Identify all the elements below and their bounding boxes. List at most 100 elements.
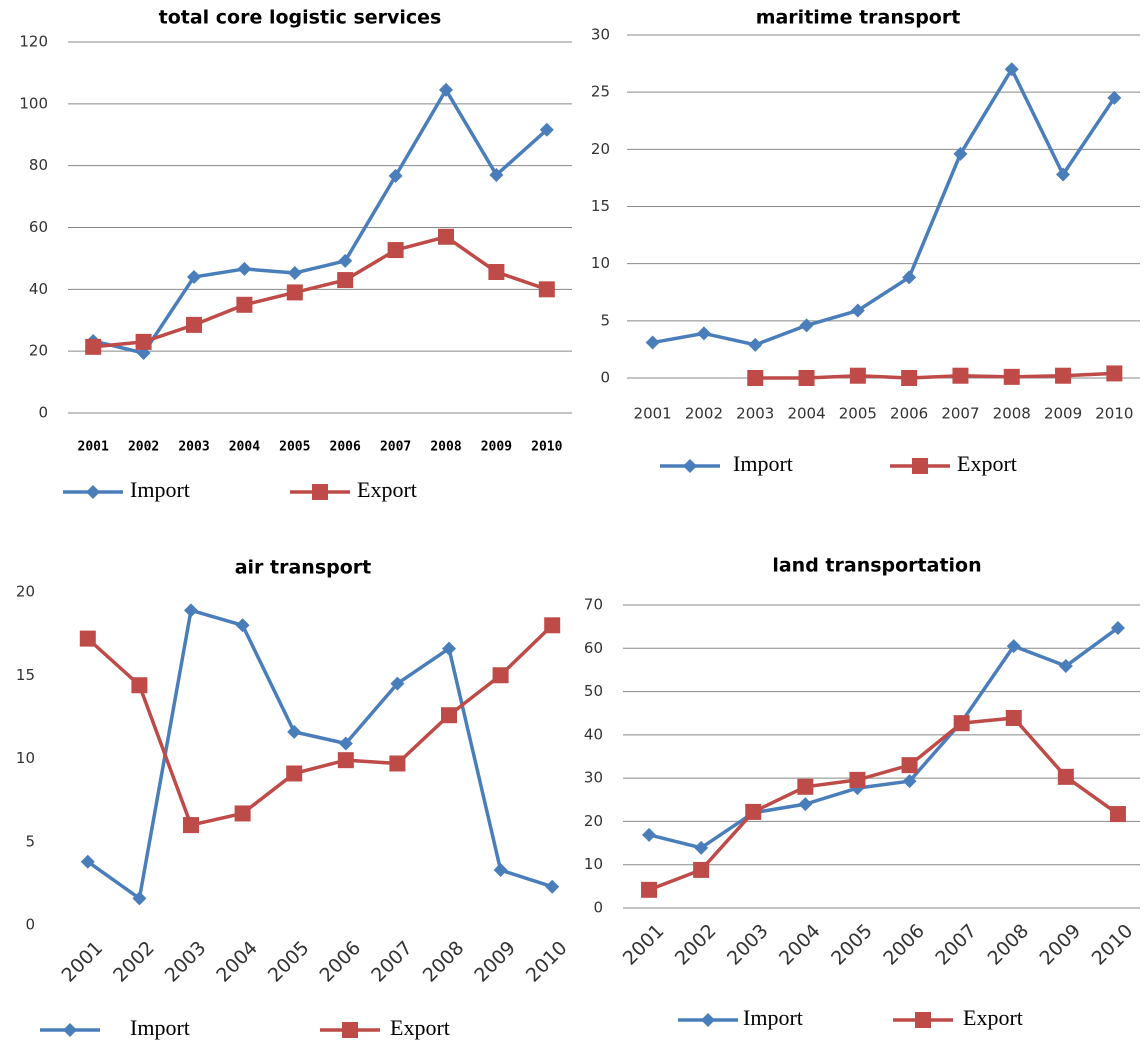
y-tick-label: 15 [16, 666, 35, 684]
y-tick-label: 80 [29, 156, 48, 174]
marker-square [1055, 367, 1072, 384]
legend-label: Export [357, 477, 417, 502]
x-tick-label: 2006 [330, 440, 361, 455]
marker-square [389, 755, 406, 772]
y-tick-label: 10 [16, 749, 35, 767]
marker-diamond [442, 641, 456, 656]
marker-square [901, 370, 918, 386]
y-tick-label: 5 [600, 311, 610, 329]
marker-diamond [850, 303, 865, 318]
marker-diamond [902, 774, 917, 789]
y-tick-label: 30 [584, 769, 603, 787]
marker-diamond [63, 1023, 77, 1037]
marker-square [286, 765, 303, 782]
marker-diamond [696, 326, 711, 341]
marker-diamond [1107, 90, 1122, 105]
y-tick-label: 70 [584, 596, 603, 614]
marker-square [234, 805, 251, 822]
marker-diamond [1004, 62, 1019, 77]
x-tick-label: 2009 [1044, 405, 1082, 423]
legend-label: Export [963, 1005, 1023, 1030]
y-tick-label: 0 [25, 916, 35, 934]
marker-diamond [902, 270, 917, 285]
marker-square [747, 370, 764, 386]
chart-title: maritime transport [756, 7, 961, 29]
marker-square [1106, 365, 1123, 382]
x-tick-label: 2008 [983, 920, 1033, 970]
x-tick-label: 2008 [430, 440, 461, 455]
marker-square [641, 881, 658, 898]
marker-diamond [439, 82, 453, 97]
marker-diamond [1006, 639, 1021, 654]
marker-diamond [86, 485, 100, 499]
marker-square [538, 281, 555, 298]
series-line [92, 88, 548, 355]
y-tick-label: 30 [591, 26, 610, 44]
marker-diamond [493, 863, 508, 878]
legend-label: Import [743, 1005, 803, 1030]
x-tick-label: 2004 [775, 920, 825, 970]
x-tick-label: 2003 [161, 937, 211, 987]
x-tick-label: 2010 [1088, 920, 1138, 970]
marker-diamond [390, 676, 405, 691]
y-tick-label: 5 [25, 832, 35, 850]
series-line [93, 235, 548, 349]
marker-square [387, 242, 404, 259]
marker-square [337, 272, 354, 289]
marker-square [286, 284, 303, 301]
x-tick-label: 2001 [57, 937, 107, 987]
x-tick-label: 2007 [380, 440, 411, 455]
marker-diamond [80, 854, 95, 869]
marker-square [798, 370, 815, 386]
y-tick-label: 0 [600, 369, 610, 387]
marker-square [849, 771, 866, 788]
marker-diamond [683, 459, 697, 473]
marker-diamond [539, 122, 554, 137]
x-tick-label: 2002 [671, 920, 721, 970]
y-tick-label: 10 [584, 855, 603, 873]
marker-diamond [132, 891, 147, 906]
x-tick-label: 2001 [78, 440, 109, 455]
y-tick-label: 100 [19, 94, 48, 112]
marker-square [1005, 709, 1022, 726]
marker-diamond [489, 167, 504, 182]
marker-diamond [287, 265, 302, 280]
marker-square [488, 264, 505, 281]
marker-square [236, 296, 253, 313]
marker-square [438, 228, 454, 245]
x-tick-label: 2001 [619, 920, 669, 970]
marker-diamond [235, 618, 250, 633]
y-tick-label: 20 [16, 583, 35, 601]
x-tick-label: 2009 [1036, 920, 1086, 970]
marker-diamond [287, 724, 302, 739]
marker-square [131, 677, 148, 694]
x-tick-label: 2009 [481, 440, 512, 455]
x-tick-label: 2003 [723, 920, 773, 970]
marker-square [912, 458, 928, 474]
marker-square [441, 707, 457, 724]
x-tick-label: 2006 [879, 920, 929, 970]
y-tick-label: 120 [19, 33, 48, 51]
marker-square [797, 778, 814, 795]
x-tick-label: 2009 [470, 937, 520, 987]
legend-label: Import [733, 451, 793, 476]
y-tick-label: 10 [591, 254, 610, 272]
series-line [648, 716, 1119, 892]
x-tick-label: 2005 [279, 440, 310, 455]
marker-square [953, 715, 970, 732]
marker-diamond [187, 269, 201, 284]
marker-square [544, 617, 561, 634]
series-line [652, 67, 1116, 347]
series-line [86, 624, 554, 827]
marker-square [337, 752, 354, 769]
x-tick-label: 2002 [685, 405, 723, 423]
marker-square [915, 1012, 931, 1028]
marker-square [1003, 368, 1020, 385]
marker-diamond [642, 827, 657, 842]
y-tick-label: 0 [38, 404, 48, 422]
chart-title: land transportation [772, 555, 981, 577]
x-tick-label: 2005 [839, 405, 877, 423]
x-tick-label: 2008 [993, 405, 1031, 423]
series-line [648, 626, 1119, 850]
